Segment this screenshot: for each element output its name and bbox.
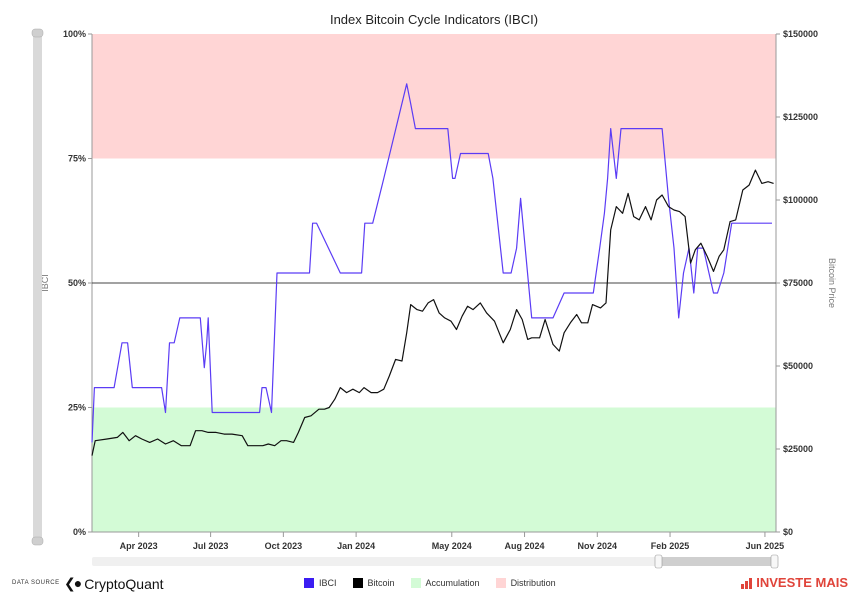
left-tick-label: 0%	[73, 527, 86, 537]
bottom-navigator-selection[interactable]	[660, 557, 776, 566]
x-tick-label: Jun 2025	[746, 541, 785, 551]
chart-footer: DATA SOURCE ❮● CryptoQuant IBCI Bitcoin …	[0, 572, 860, 598]
left-scroll-handle-top[interactable]	[31, 28, 44, 38]
series-line-ibci	[91, 83, 772, 443]
accumulation-zone	[92, 407, 776, 532]
left-axis-title: IBCI	[40, 274, 50, 292]
navigator-handle-left[interactable]	[654, 554, 663, 569]
chart-legend: IBCI Bitcoin Accumulation Distribution	[304, 578, 556, 588]
series-line-bitcoin	[91, 169, 774, 456]
bottom-navigator-track[interactable]	[92, 557, 776, 566]
investe-mais-logo: INVESTE MAIS	[741, 575, 848, 590]
left-tick-label: 75%	[68, 154, 86, 164]
bar-chart-icon	[741, 577, 753, 589]
left-tick-label: 100%	[63, 29, 86, 39]
legend-item-bitcoin[interactable]: Bitcoin	[352, 578, 395, 588]
left-tick-label: 25%	[68, 403, 86, 413]
legend-item-ibci[interactable]: IBCI	[304, 578, 337, 588]
right-tick-label: $100000	[783, 195, 818, 205]
distribution-zone	[92, 34, 776, 159]
right-axis-title: Bitcoin Price	[827, 258, 837, 308]
chart-title: Index Bitcoin Cycle Indicators (IBCI)	[330, 12, 538, 27]
legend-label-ibci: IBCI	[319, 578, 337, 588]
x-tick-label: Feb 2025	[651, 541, 690, 551]
right-tick-label: $150000	[783, 29, 818, 39]
left-vertical-scrollbar[interactable]	[33, 30, 42, 544]
cryptoquant-icon: ❮●	[64, 575, 82, 591]
ibci-chart: 0% 25% 50% 75% 100% $0 $25000 $50000 $75000 $1000…	[31, 12, 837, 569]
data-source-label: DATA SOURCE	[12, 580, 60, 586]
right-tick-label: $75000	[783, 278, 813, 288]
left-scroll-handle-bottom[interactable]	[31, 536, 44, 546]
legend-swatch-bitcoin	[352, 578, 363, 588]
legend-swatch-distribution	[495, 578, 506, 588]
navigator-handle-right[interactable]	[770, 554, 779, 569]
x-tick-label: Jan 2024	[337, 541, 375, 551]
right-tick-label: $50000	[783, 361, 813, 371]
x-tick-label: May 2024	[432, 541, 472, 551]
right-tick-label: $0	[783, 527, 793, 537]
legend-label-accumulation: Accumulation	[425, 578, 480, 588]
x-tick-label: Jul 2023	[193, 541, 229, 551]
legend-item-accumulation[interactable]: Accumulation	[410, 578, 480, 588]
legend-label-distribution: Distribution	[510, 578, 556, 588]
legend-swatch-ibci	[304, 578, 314, 588]
x-tick-label: Nov 2024	[578, 541, 618, 551]
right-tick-label: $125000	[783, 112, 818, 122]
x-tick-label: Apr 2023	[120, 541, 158, 551]
legend-label-bitcoin: Bitcoin	[367, 578, 395, 588]
x-tick-label: Aug 2024	[505, 541, 545, 551]
investe-mais-name: INVESTE MAIS	[756, 575, 848, 590]
legend-swatch-accumulation	[410, 578, 421, 588]
cryptoquant-name: CryptoQuant	[84, 575, 164, 592]
legend-item-distribution[interactable]: Distribution	[495, 578, 556, 588]
right-tick-label: $25000	[783, 444, 813, 454]
x-tick-label: Oct 2023	[265, 541, 303, 551]
left-tick-label: 50%	[68, 278, 86, 288]
cryptoquant-logo: ❮● CryptoQuant	[64, 575, 164, 592]
